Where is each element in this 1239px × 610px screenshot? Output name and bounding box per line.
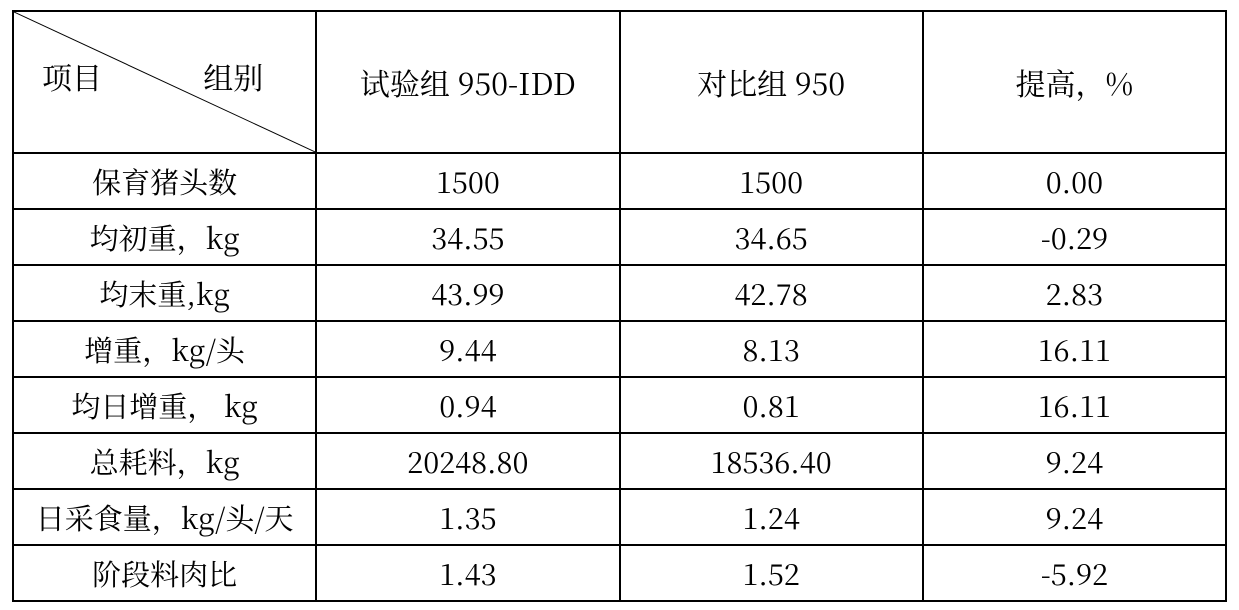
col-header-improve: 提高，%	[923, 11, 1226, 153]
row-label: 保育猪头数	[13, 153, 316, 209]
row-label: 日采食量，kg/头/天	[13, 489, 316, 545]
diag-col-label: 组别	[203, 54, 263, 98]
row-ctrl: 18536.40	[620, 433, 923, 489]
row-improve: 0.00	[923, 153, 1226, 209]
table-row: 日采食量，kg/头/天 1.35 1.24 9.24	[13, 489, 1226, 545]
row-ctrl: 8.13	[620, 321, 923, 377]
table-row: 均初重，kg 34.55 34.65 -0.29	[13, 209, 1226, 265]
row-label: 均末重,kg	[13, 265, 316, 321]
table-row: 阶段料肉比 1.43 1.52 -5.92	[13, 545, 1226, 601]
row-exp: 1500	[316, 153, 619, 209]
diag-row-label: 项目	[42, 54, 102, 98]
row-label: 均日增重， kg	[13, 377, 316, 433]
row-label: 阶段料肉比	[13, 545, 316, 601]
col-header-experiment: 试验组 950-IDD	[316, 11, 619, 153]
row-improve: 9.24	[923, 489, 1226, 545]
row-ctrl: 42.78	[620, 265, 923, 321]
table-row: 增重，kg/头 9.44 8.13 16.11	[13, 321, 1226, 377]
row-ctrl: 1.24	[620, 489, 923, 545]
table-row: 总耗料，kg 20248.80 18536.40 9.24	[13, 433, 1226, 489]
table-header-row: 项目 组别 试验组 950-IDD 对比组 950 提高，%	[13, 11, 1226, 153]
diagonal-header-cell: 项目 组别	[13, 11, 316, 153]
row-label: 增重，kg/头	[13, 321, 316, 377]
row-label: 均初重，kg	[13, 209, 316, 265]
row-improve: -5.92	[923, 545, 1226, 601]
row-improve: -0.29	[923, 209, 1226, 265]
row-exp: 34.55	[316, 209, 619, 265]
row-improve: 16.11	[923, 377, 1226, 433]
row-improve: 2.83	[923, 265, 1226, 321]
row-exp: 9.44	[316, 321, 619, 377]
table-row: 保育猪头数 1500 1500 0.00	[13, 153, 1226, 209]
row-ctrl: 34.65	[620, 209, 923, 265]
table-row: 均日增重， kg 0.94 0.81 16.11	[13, 377, 1226, 433]
row-ctrl: 1.52	[620, 545, 923, 601]
row-improve: 9.24	[923, 433, 1226, 489]
data-table: 项目 组别 试验组 950-IDD 对比组 950 提高，% 保育猪头数 150…	[12, 10, 1227, 602]
table-row: 均末重,kg 43.99 42.78 2.83	[13, 265, 1226, 321]
row-label: 总耗料，kg	[13, 433, 316, 489]
row-ctrl: 1500	[620, 153, 923, 209]
row-exp: 1.43	[316, 545, 619, 601]
row-exp: 0.94	[316, 377, 619, 433]
row-improve: 16.11	[923, 321, 1226, 377]
row-exp: 20248.80	[316, 433, 619, 489]
row-exp: 43.99	[316, 265, 619, 321]
row-exp: 1.35	[316, 489, 619, 545]
row-ctrl: 0.81	[620, 377, 923, 433]
col-header-control: 对比组 950	[620, 11, 923, 153]
